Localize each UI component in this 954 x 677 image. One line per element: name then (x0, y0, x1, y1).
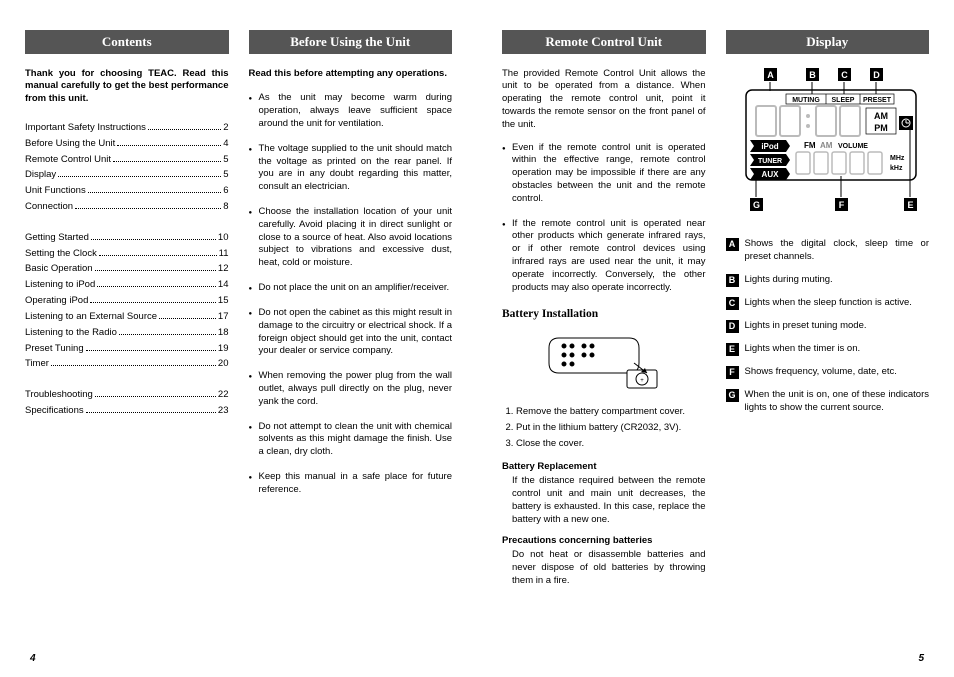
legend-row: BLights during muting. (726, 274, 930, 287)
right-page: Remote Control Unit The provided Remote … (477, 0, 954, 677)
bullet-item: The voltage supplied to the unit should … (249, 143, 453, 194)
subintro: Read this before attempting any operatio… (249, 68, 453, 81)
toc-row: Timer20 (25, 358, 229, 371)
toc-row: Troubleshooting22 (25, 389, 229, 402)
legend-row: AShows the digital clock, sleep time or … (726, 238, 930, 264)
legend-row: FShows frequency, volume, date, etc. (726, 366, 930, 379)
toc-row: Listening to iPod14 (25, 279, 229, 292)
battery-install-head: Battery Installation (502, 307, 706, 323)
col-display: Display ABCD MUTING SL (726, 30, 930, 657)
legend-row: ELights when the timer is on. (726, 343, 930, 356)
left-page: Contents Thank you for choosing TEAC. Re… (0, 0, 477, 677)
before-using-bullets: As the unit may become warm during opera… (249, 92, 453, 496)
header-before-using: Before Using the Unit (249, 30, 453, 54)
legend-row: DLights in preset tuning mode. (726, 320, 930, 333)
svg-text:D: D (873, 70, 880, 80)
bullet-item: If the remote control unit is operated n… (502, 218, 706, 295)
header-display: Display (726, 30, 930, 54)
svg-text:AUX: AUX (761, 170, 779, 179)
svg-text:+: + (640, 378, 644, 384)
svg-text:F: F (838, 200, 844, 210)
toc-row: Listening to an External Source17 (25, 311, 229, 324)
col-remote: Remote Control Unit The provided Remote … (502, 30, 706, 657)
legend-row: CLights when the sleep function is activ… (726, 297, 930, 310)
bullet-item: Even if the remote control unit is opera… (502, 142, 706, 206)
bullet-item: Do not open the cabinet as this might re… (249, 307, 453, 358)
svg-text:G: G (752, 200, 759, 210)
page-number-left: 4 (30, 652, 36, 666)
bullet-item: Keep this manual in a safe place for fut… (249, 471, 453, 497)
svg-text:kHz: kHz (890, 165, 903, 172)
battery-steps: Remove the battery compartment cover. Put… (502, 406, 706, 450)
battery-replacement-text: If the distance required between the rem… (502, 475, 706, 526)
svg-text:C: C (841, 70, 848, 80)
header-remote: Remote Control Unit (502, 30, 706, 54)
header-contents: Contents (25, 30, 229, 54)
svg-text:iPod: iPod (761, 142, 778, 151)
toc-row: Connection8 (25, 201, 229, 214)
toc-row: Basic Operation12 (25, 263, 229, 276)
toc-row: Specifications23 (25, 405, 229, 418)
toc-row: Display5 (25, 169, 229, 182)
remote-bullets: Even if the remote control unit is opera… (502, 142, 706, 295)
bullet-item: As the unit may become warm during opera… (249, 92, 453, 130)
svg-text:B: B (809, 70, 816, 80)
toc-row: Preset Tuning19 (25, 343, 229, 356)
col-before-using: Before Using the Unit Read this before a… (249, 30, 453, 657)
step-item: Close the cover. (516, 438, 706, 451)
toc-row: Before Using the Unit4 (25, 138, 229, 151)
lcd-diagram: A B C D MUTING SLEEP PRESET (726, 68, 930, 223)
toc-row: Operating iPod15 (25, 295, 229, 308)
svg-text:MUTING: MUTING (792, 97, 820, 104)
svg-text:MHz: MHz (890, 155, 905, 162)
svg-text:AM: AM (820, 141, 833, 150)
toc-row: Setting the Clock11 (25, 248, 229, 261)
svg-text:FM: FM (804, 141, 816, 150)
toc-row: Unit Functions6 (25, 185, 229, 198)
step-item: Remove the battery compartment cover. (516, 406, 706, 419)
svg-text:SLEEP: SLEEP (831, 97, 854, 104)
battery-replacement-head: Battery Replacement (502, 461, 706, 474)
svg-text:AM: AM (874, 111, 888, 121)
toc-row: Important Safety Instructions2 (25, 122, 229, 135)
svg-text:E: E (907, 200, 913, 210)
svg-text:PRESET: PRESET (862, 97, 891, 104)
svg-text:VOLUME: VOLUME (838, 143, 868, 150)
page-number-right: 5 (918, 652, 924, 666)
battery-precautions-head: Precautions concerning batteries (502, 535, 706, 548)
toc-row: Remote Control Unit5 (25, 154, 229, 167)
col-contents: Contents Thank you for choosing TEAC. Re… (25, 30, 229, 657)
bullet-item: Choose the installation location of your… (249, 206, 453, 270)
display-legend: AShows the digital clock, sleep time or … (726, 238, 930, 414)
legend-row: GWhen the unit is on, one of these indic… (726, 389, 930, 415)
remote-intro: The provided Remote Control Unit allows … (502, 68, 706, 132)
bullet-item: Do not place the unit on an amplifier/re… (249, 282, 453, 295)
bullet-item: When removing the power plug from the wa… (249, 370, 453, 408)
intro-text: Thank you for choosing TEAC. Read this m… (25, 68, 229, 106)
svg-text:A: A (767, 70, 774, 80)
battery-precautions-text: Do not heat or disassemble batteries and… (502, 549, 706, 587)
step-item: Put in the lithium battery (CR2032, 3V). (516, 422, 706, 435)
toc-row: Listening to the Radio18 (25, 327, 229, 340)
remote-illustration: + (502, 328, 706, 398)
svg-text:PM: PM (874, 123, 888, 133)
table-of-contents: Important Safety Instructions2 Before Usi… (25, 122, 229, 418)
svg-text:TUNER: TUNER (757, 158, 781, 165)
toc-row: Getting Started10 (25, 232, 229, 245)
bullet-item: Do not attempt to clean the unit with ch… (249, 421, 453, 459)
